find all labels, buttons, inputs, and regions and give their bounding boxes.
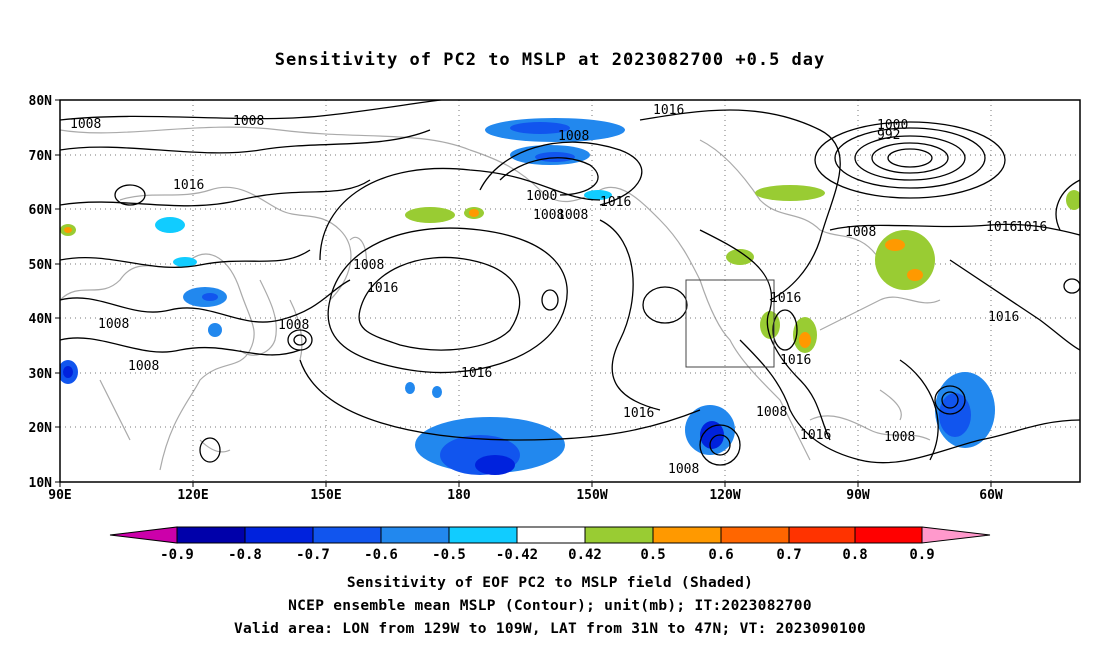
contour-label: 1016 xyxy=(800,428,831,443)
colorbar-cell xyxy=(516,526,586,544)
contour-label: 1000 xyxy=(877,118,908,133)
colorbar-cell xyxy=(448,526,518,544)
x-tick-label: 150E xyxy=(310,488,341,503)
contour-label: 1016 xyxy=(173,178,204,193)
colorbar-cell xyxy=(788,526,856,544)
caption-valid-area: Valid area: LON from 129W to 109W, LAT f… xyxy=(233,621,867,637)
x-tick-label: 90W xyxy=(846,488,870,503)
caption-shaded: Sensitivity of EOF PC2 to MSLP field (Sh… xyxy=(346,575,754,591)
contour-label: 1008 xyxy=(128,359,159,374)
colorbar-cell xyxy=(854,526,923,544)
contour-label: 1008 xyxy=(558,129,589,144)
colorbar-cell xyxy=(584,526,654,544)
y-tick-label: 30N xyxy=(29,367,53,382)
colorbar-label: -0.8 xyxy=(228,547,262,563)
contour-label: 1016 xyxy=(1016,220,1047,235)
colorbar-cell xyxy=(652,526,722,544)
colorbar-label: -0.6 xyxy=(364,547,398,563)
contour-label: 1000 xyxy=(526,189,557,204)
colorbar-label: -0.9 xyxy=(160,547,194,563)
caption-contour: NCEP ensemble mean MSLP (Contour); unit(… xyxy=(288,598,812,614)
contour-label: 1008 xyxy=(233,114,264,129)
contour-label: 1008 xyxy=(278,318,309,333)
colorbar-cell xyxy=(176,526,246,544)
contour-label: 1008 xyxy=(70,117,101,132)
contour-label: 1008 xyxy=(353,258,384,273)
map-frame xyxy=(59,99,1081,483)
x-tick-label: 180 xyxy=(447,488,471,503)
y-tick-label: 10N xyxy=(29,476,53,491)
colorbar-cell xyxy=(380,526,450,544)
contour-label: 992 xyxy=(877,128,900,143)
colorbar-label: -0.5 xyxy=(432,547,466,563)
x-tick-label: 90E xyxy=(48,488,71,503)
contour-label: 1016 xyxy=(600,195,631,210)
y-tick-label: 80N xyxy=(29,94,53,109)
colorbar-labels: -0.9 -0.8 -0.7 -0.6 -0.5 -0.42 0.42 0.5 … xyxy=(160,547,935,563)
sensitivity-shading xyxy=(60,118,1080,475)
contour-label-group: 1016 1008 1008 1000 992 1008 1016 1016 1… xyxy=(70,103,1047,477)
y-tick-label: 70N xyxy=(29,149,53,164)
contour-label: 1016 xyxy=(770,291,801,306)
x-axis-labels: 90E 120E 150E 180 150W 120W 90W 60W xyxy=(48,488,1003,503)
colorbar-label: 0.8 xyxy=(842,547,867,563)
colorbar-cell xyxy=(921,526,991,544)
contour-label: 1008 xyxy=(756,405,787,420)
contour-label: 1016 xyxy=(461,366,492,381)
colorbar-cell xyxy=(312,526,382,544)
colorbar-label: 0.6 xyxy=(708,547,733,563)
colorbar-cell xyxy=(720,526,790,544)
y-tick-label: 50N xyxy=(29,258,53,273)
colorbar-label: -0.42 xyxy=(496,547,538,563)
contour-label: 1008 xyxy=(668,462,699,477)
contour-label: 1016 xyxy=(367,281,398,296)
map-title: Sensitivity of PC2 to MSLP at 2023082700… xyxy=(274,50,826,70)
x-tick-label: 60W xyxy=(979,488,1003,503)
valid-area-box xyxy=(685,279,775,368)
axis-ticks xyxy=(55,99,992,487)
contour-label: 1008 xyxy=(557,208,588,223)
contour-label: 1008 xyxy=(533,208,564,223)
contour-label: 1016 xyxy=(780,353,811,368)
colorbar-label: -0.7 xyxy=(296,547,330,563)
contour-label: 1008 xyxy=(98,317,129,332)
colorbar-label: 0.5 xyxy=(640,547,665,563)
map-plot-area: 1016 1008 1008 1000 992 1008 1016 1016 1… xyxy=(60,100,1080,482)
x-tick-label: 150W xyxy=(576,488,607,503)
colorbar xyxy=(109,526,991,544)
contour-label: 1016 xyxy=(988,310,1019,325)
colorbar-label: 0.42 xyxy=(568,547,602,563)
coastlines xyxy=(60,126,941,471)
x-tick-label: 120W xyxy=(709,488,740,503)
colorbar-cell xyxy=(244,526,314,544)
contour-label: 1008 xyxy=(845,225,876,240)
y-tick-label: 40N xyxy=(29,312,53,327)
colorbar-label: 0.9 xyxy=(909,547,934,563)
x-tick-label: 120E xyxy=(177,488,208,503)
y-tick-label: 20N xyxy=(29,421,53,436)
contour-label: 1016 xyxy=(653,103,684,118)
contour-label: 1016 xyxy=(623,406,654,421)
y-tick-label: 60N xyxy=(29,203,53,218)
contour-label: 1016 xyxy=(986,220,1017,235)
colorbar-label: 0.7 xyxy=(776,547,801,563)
y-axis-labels: 80N 70N 60N 50N 40N 30N 20N 10N xyxy=(29,94,53,491)
colorbar-cell xyxy=(109,526,178,544)
mslp-contours xyxy=(60,100,1080,466)
contour-label: 1008 xyxy=(884,430,915,445)
